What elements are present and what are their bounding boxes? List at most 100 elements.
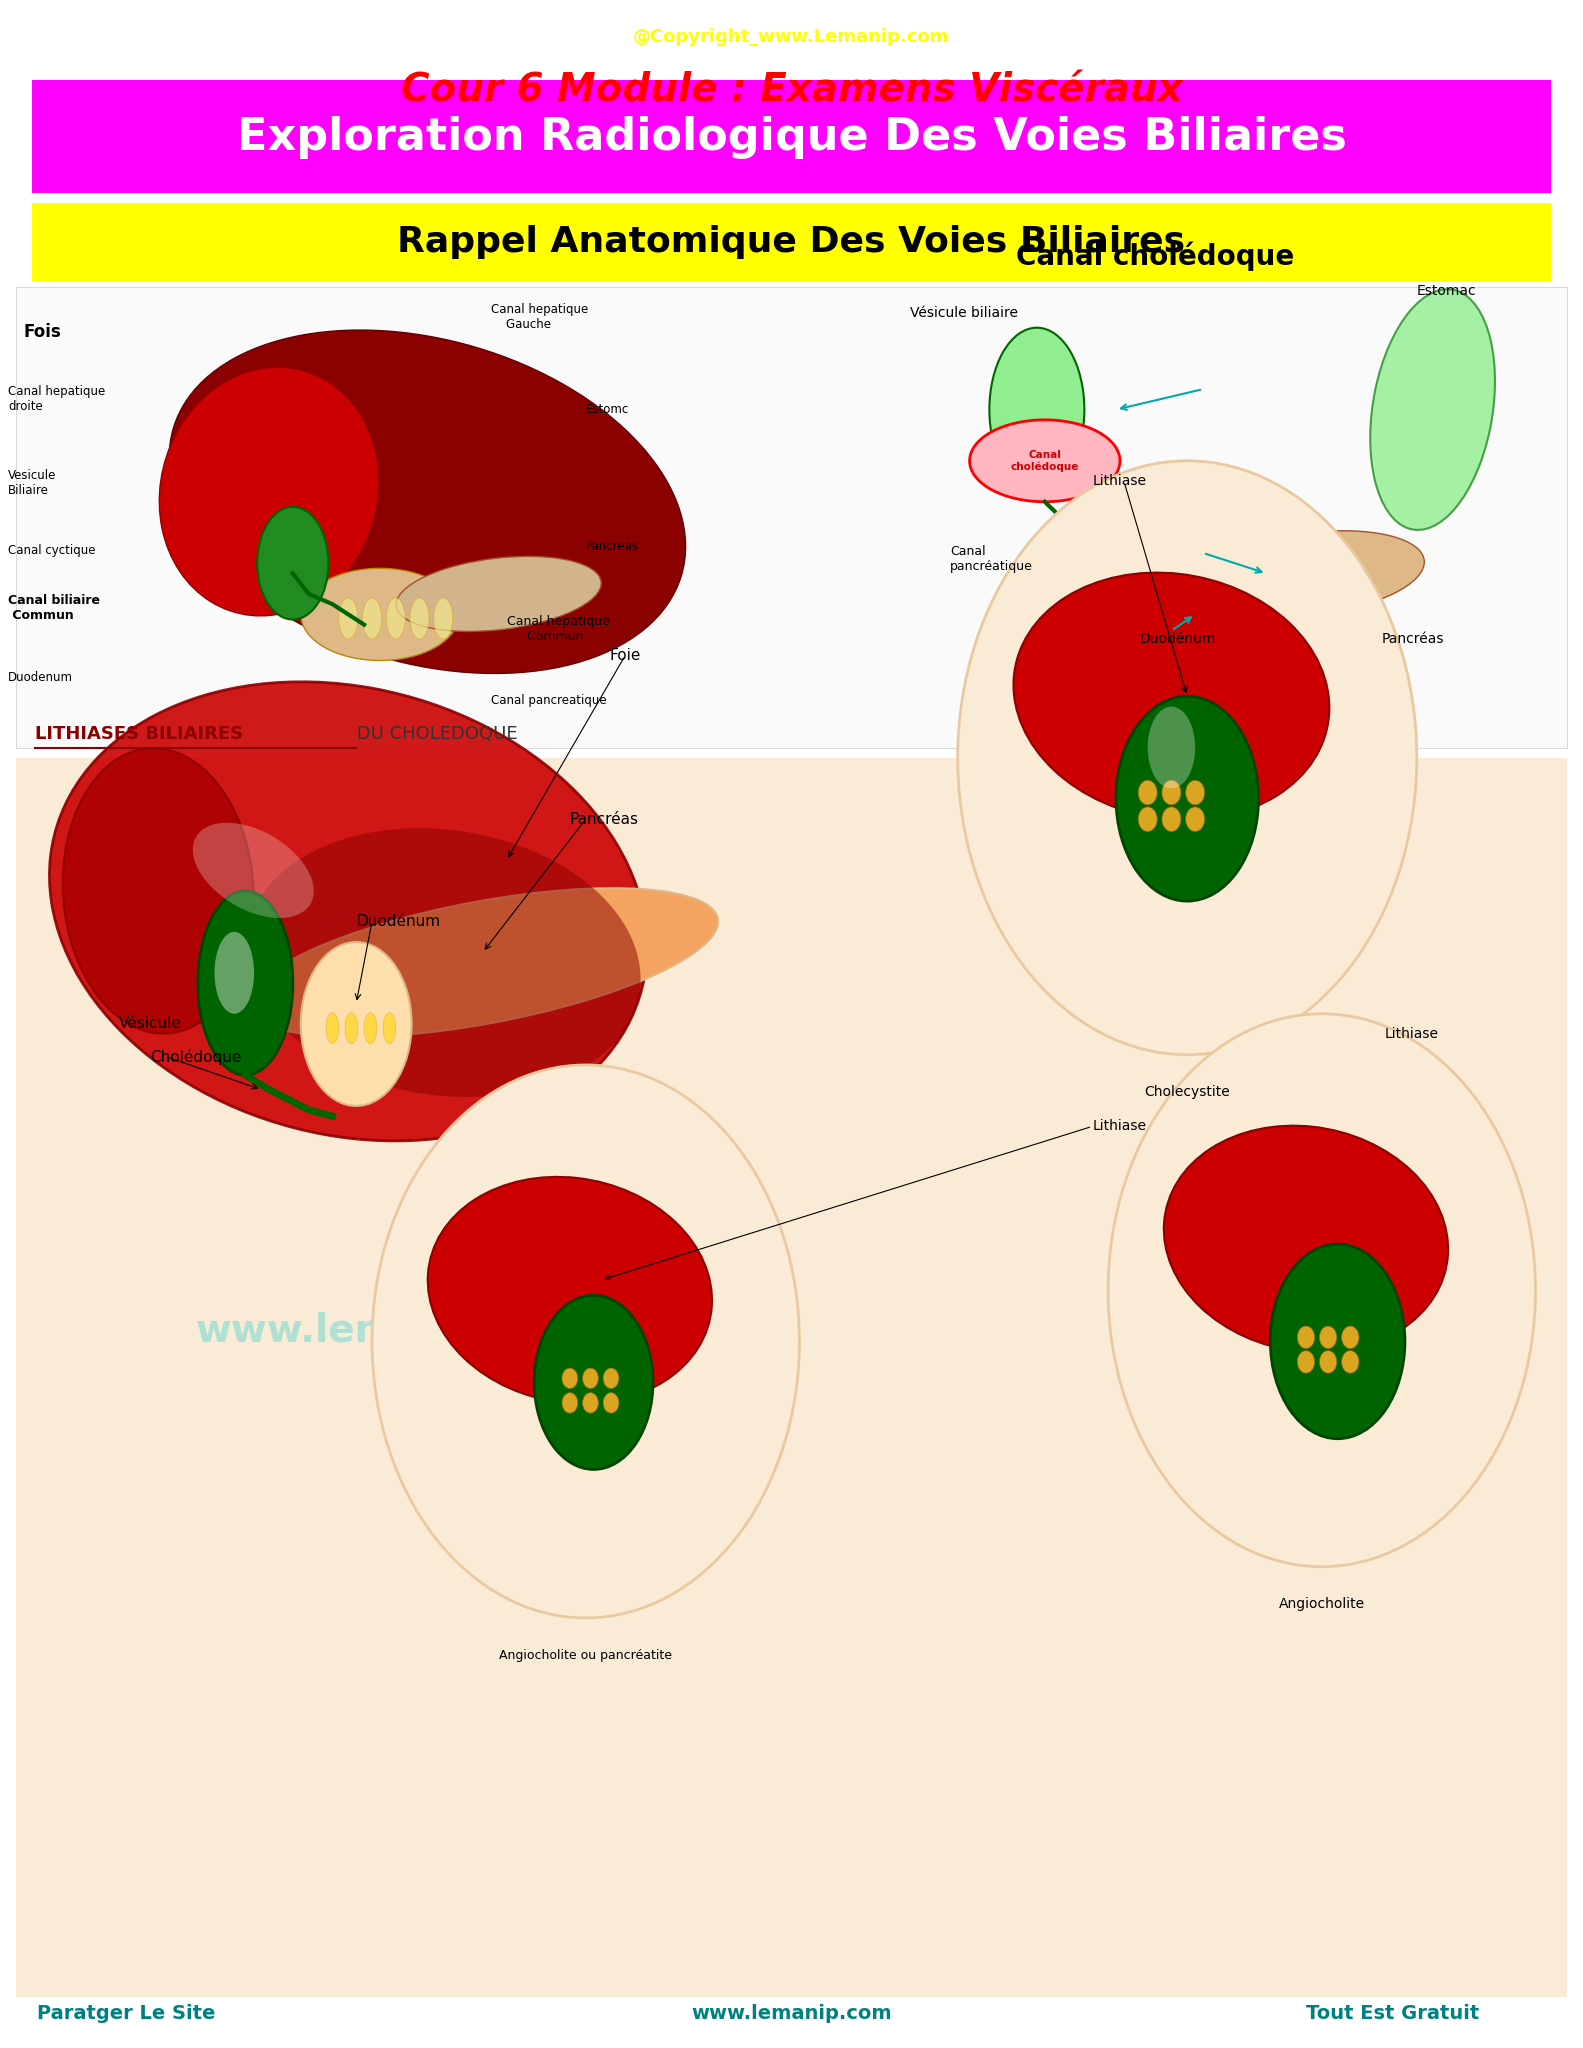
Text: www.lemanip.com: www.lemanip.com [692, 2005, 891, 2023]
Ellipse shape [160, 367, 378, 616]
Circle shape [562, 1368, 578, 1389]
Text: Canal
cholédoque: Canal cholédoque [1010, 451, 1080, 471]
Ellipse shape [1116, 696, 1258, 901]
Text: Duodénum: Duodénum [356, 913, 440, 930]
Text: Fois: Fois [24, 324, 62, 340]
Text: @Copyright_www.Lemanip.com: @Copyright_www.Lemanip.com [633, 29, 950, 45]
Ellipse shape [169, 330, 685, 674]
FancyBboxPatch shape [16, 287, 1567, 748]
Ellipse shape [1140, 553, 1235, 676]
Ellipse shape [245, 827, 641, 1098]
Text: Vésicule biliaire: Vésicule biliaire [910, 307, 1018, 319]
Circle shape [958, 461, 1417, 1055]
Text: Pancreas: Pancreas [586, 541, 638, 553]
Text: Canal hepatique
    Gauche: Canal hepatique Gauche [491, 303, 587, 332]
Text: Canal cholédoque: Canal cholédoque [1016, 242, 1295, 270]
Circle shape [1138, 780, 1157, 805]
Ellipse shape [1270, 1245, 1404, 1438]
Ellipse shape [434, 598, 453, 639]
FancyBboxPatch shape [32, 80, 1551, 193]
Ellipse shape [345, 1014, 358, 1044]
Text: Canal biliaire
 Commun: Canal biliaire Commun [8, 594, 100, 623]
Text: www.lemanip.com: www.lemanip.com [196, 1313, 595, 1350]
Text: Lithiase: Lithiase [1385, 1028, 1439, 1040]
Text: Angiocholite ou pancréatite: Angiocholite ou pancréatite [499, 1649, 673, 1661]
Circle shape [583, 1393, 598, 1413]
Ellipse shape [396, 557, 602, 631]
Ellipse shape [535, 1296, 652, 1470]
Circle shape [1296, 1327, 1314, 1350]
Text: DU CHOLEDOQUE: DU CHOLEDOQUE [351, 725, 518, 743]
Circle shape [1296, 1352, 1314, 1374]
Ellipse shape [427, 1178, 712, 1403]
FancyBboxPatch shape [16, 758, 1567, 1997]
Ellipse shape [326, 1014, 339, 1044]
Circle shape [1341, 1327, 1358, 1350]
Text: Estomc: Estomc [586, 403, 628, 416]
Ellipse shape [301, 569, 459, 659]
Text: Pancréas: Pancréas [570, 811, 640, 827]
FancyBboxPatch shape [32, 203, 1551, 281]
Ellipse shape [969, 420, 1119, 502]
Text: Cholédoque: Cholédoque [150, 1049, 242, 1065]
Text: Cholecystite: Cholecystite [1145, 1085, 1230, 1100]
Text: Lithiase: Lithiase [1092, 475, 1146, 487]
Ellipse shape [1203, 530, 1425, 616]
Text: Estomac: Estomac [1417, 285, 1477, 297]
Text: Paratger Le Site: Paratger Le Site [38, 2005, 215, 2023]
Text: Vésicule: Vésicule [119, 1016, 182, 1032]
Text: LITHIASES BILIAIRES: LITHIASES BILIAIRES [35, 725, 242, 743]
Text: Exploration Radiologique Des Voies Biliaires: Exploration Radiologique Des Voies Bilia… [236, 117, 1347, 158]
Text: Foie: Foie [609, 647, 641, 664]
Ellipse shape [63, 748, 253, 1034]
Ellipse shape [247, 889, 719, 1036]
Ellipse shape [214, 932, 253, 1014]
Text: Lithiase: Lithiase [1092, 1120, 1146, 1133]
Text: Canal cyctique: Canal cyctique [8, 545, 95, 557]
Circle shape [603, 1393, 619, 1413]
Ellipse shape [301, 942, 412, 1106]
Ellipse shape [386, 598, 405, 639]
Ellipse shape [256, 508, 329, 618]
Circle shape [583, 1368, 598, 1389]
Ellipse shape [49, 682, 647, 1141]
Ellipse shape [198, 891, 293, 1075]
Circle shape [1162, 780, 1181, 805]
Circle shape [1162, 807, 1181, 831]
Circle shape [1138, 807, 1157, 831]
Ellipse shape [364, 1014, 377, 1044]
Ellipse shape [1148, 707, 1195, 788]
Text: Duodenum: Duodenum [8, 672, 73, 684]
Ellipse shape [383, 1014, 396, 1044]
Circle shape [372, 1065, 799, 1618]
Ellipse shape [1371, 289, 1494, 530]
Ellipse shape [410, 598, 429, 639]
Text: Vesicule
Biliaire: Vesicule Biliaire [8, 469, 57, 498]
Circle shape [1186, 780, 1205, 805]
Text: Cour 6 Module : Examens Viscéraux: Cour 6 Module : Examens Viscéraux [400, 72, 1183, 109]
Circle shape [1186, 807, 1205, 831]
Circle shape [562, 1393, 578, 1413]
Ellipse shape [193, 823, 313, 918]
Text: Tout Est Gratuit: Tout Est Gratuit [1306, 2005, 1480, 2023]
Circle shape [1108, 1014, 1536, 1567]
Ellipse shape [363, 598, 382, 639]
Circle shape [1319, 1327, 1336, 1350]
Ellipse shape [339, 598, 358, 639]
Text: Angiocholite: Angiocholite [1279, 1597, 1365, 1612]
Text: Canal
pancréatique: Canal pancréatique [950, 545, 1032, 573]
Ellipse shape [1013, 573, 1330, 819]
Text: Duodénum: Duodénum [1140, 633, 1216, 645]
Circle shape [1341, 1352, 1358, 1374]
Circle shape [603, 1368, 619, 1389]
Text: Rappel Anatomique Des Voies Biliaires: Rappel Anatomique Des Voies Biliaires [397, 225, 1186, 258]
Text: Pancréas: Pancréas [1382, 633, 1444, 645]
Text: Canal pancreatique: Canal pancreatique [491, 694, 606, 707]
Text: Canal hepatique
     Commun: Canal hepatique Commun [507, 614, 609, 643]
Ellipse shape [1164, 1126, 1448, 1352]
Text: www.lemanip.com: www.lemanip.com [196, 903, 595, 940]
Ellipse shape [989, 328, 1084, 492]
Circle shape [1319, 1352, 1336, 1374]
Text: Canal hepatique
droite: Canal hepatique droite [8, 385, 104, 414]
Text: www.lemanip.com: www.lemanip.com [196, 494, 595, 530]
